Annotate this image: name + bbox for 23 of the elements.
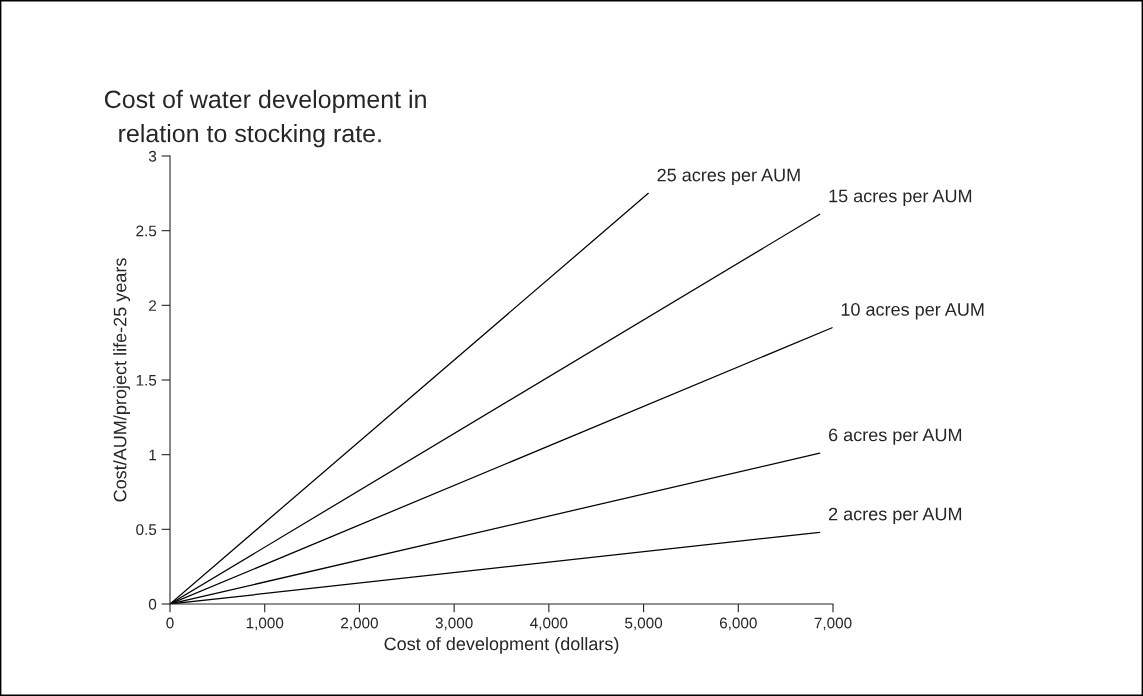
- series-label: 15 acres per AUM: [829, 189, 972, 206]
- series-label: 10 acres per AUM: [841, 303, 984, 320]
- y-tick-label: 2: [149, 300, 157, 311]
- series-label: 6 acres per AUM: [828, 428, 962, 445]
- series-label: 25 acres per AUM: [657, 168, 800, 185]
- x-tick-label: 4,000: [530, 617, 568, 631]
- x-tick-label: 7,000: [814, 617, 852, 631]
- y-tick-label: 0.5: [136, 524, 157, 536]
- chart-title: Cost of water development in relation to stocking rate.: [104, 89, 426, 148]
- y-tick-label: 1.5: [136, 375, 157, 386]
- y-tick-label: 0: [148, 598, 157, 610]
- x-tick-label: 3,000: [435, 617, 473, 631]
- x-tick-label: 6,000: [719, 617, 757, 631]
- y-tick-label: 3: [148, 150, 157, 162]
- series-label: 2 acres per AUM: [828, 507, 962, 524]
- x-tick-label: 5,000: [625, 617, 663, 631]
- x-tick-label: 2,000: [341, 617, 378, 631]
- y-tick-label: 1: [149, 449, 157, 461]
- x-tick-label: 0: [166, 617, 174, 629]
- x-tick-label: 1,000: [246, 617, 284, 631]
- y-tick-label: 2.5: [136, 225, 157, 237]
- y-axis-title: Cost/AUM/project life-25 years: [113, 258, 131, 502]
- x-axis-title: Cost of development (dollars): [384, 636, 619, 654]
